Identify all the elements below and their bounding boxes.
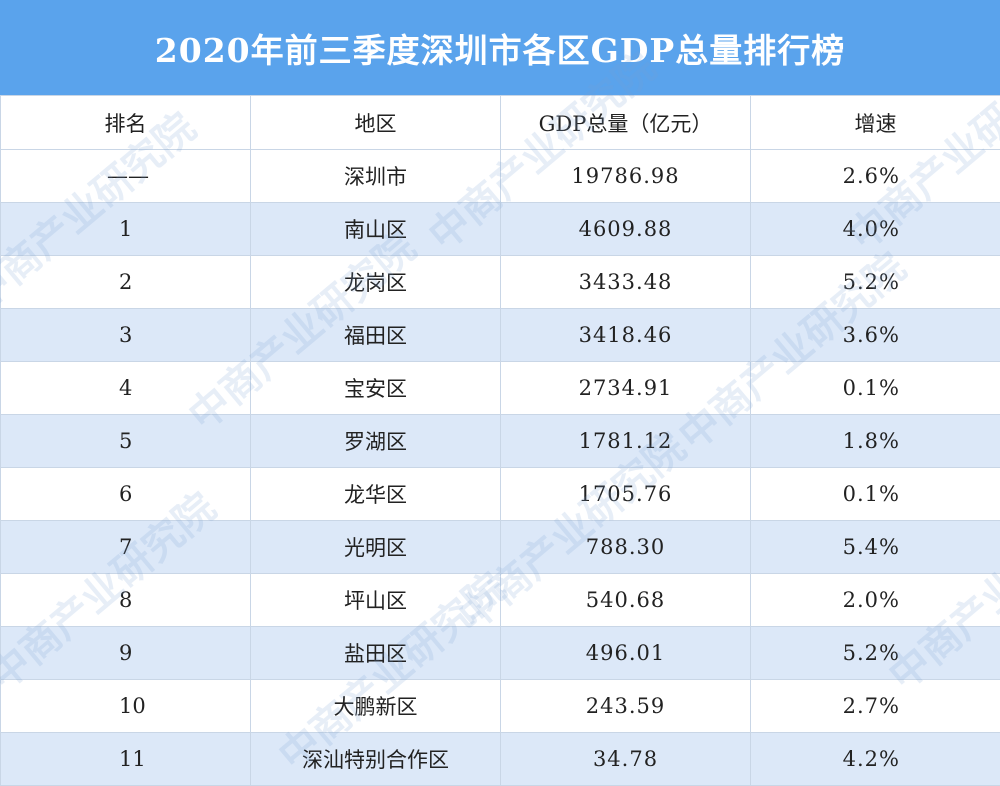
district-cell: 深汕特别合作区 bbox=[251, 733, 501, 786]
rank-cell: 10 bbox=[1, 680, 251, 733]
growth-cell: 1.8% bbox=[751, 415, 1000, 468]
page-title: 2020年前三季度深圳市各区GDP总量排行榜 bbox=[155, 24, 845, 72]
gdp-cell: 3418.46 bbox=[501, 309, 751, 362]
district-cell: 龙岗区 bbox=[251, 256, 501, 309]
district-cell: 光明区 bbox=[251, 521, 501, 574]
district-cell: 深圳市 bbox=[251, 150, 501, 203]
growth-cell: 5.4% bbox=[751, 521, 1000, 574]
rank-cell: 9 bbox=[1, 627, 251, 680]
header-gdp: GDP总量（亿元） bbox=[501, 96, 751, 150]
table-header-row: 排名 地区 GDP总量（亿元） 增速 bbox=[1, 96, 1000, 150]
gdp-cell: 1781.12 bbox=[501, 415, 751, 468]
district-cell: 大鹏新区 bbox=[251, 680, 501, 733]
rank-cell: 1 bbox=[1, 203, 251, 256]
rank-cell: 8 bbox=[1, 574, 251, 627]
gdp-cell: 496.01 bbox=[501, 627, 751, 680]
gdp-cell: 788.30 bbox=[501, 521, 751, 574]
district-cell: 南山区 bbox=[251, 203, 501, 256]
header-rank: 排名 bbox=[1, 96, 251, 150]
header-growth: 增速 bbox=[751, 96, 1000, 150]
growth-cell: 4.2% bbox=[751, 733, 1000, 786]
rank-cell: 3 bbox=[1, 309, 251, 362]
district-cell: 罗湖区 bbox=[251, 415, 501, 468]
growth-cell: 0.1% bbox=[751, 468, 1000, 521]
gdp-cell: 4609.88 bbox=[501, 203, 751, 256]
growth-cell: 2.7% bbox=[751, 680, 1000, 733]
growth-cell: 3.6% bbox=[751, 309, 1000, 362]
growth-cell: 5.2% bbox=[751, 627, 1000, 680]
growth-cell: 4.0% bbox=[751, 203, 1000, 256]
district-cell: 宝安区 bbox=[251, 362, 501, 415]
rank-cell: 7 bbox=[1, 521, 251, 574]
gdp-cell: 1705.76 bbox=[501, 468, 751, 521]
rank-cell: 2 bbox=[1, 256, 251, 309]
gdp-cell: 540.68 bbox=[501, 574, 751, 627]
gdp-cell: 2734.91 bbox=[501, 362, 751, 415]
rank-cell: 11 bbox=[1, 733, 251, 786]
gdp-cell: 3433.48 bbox=[501, 256, 751, 309]
gdp-cell: 34.78 bbox=[501, 733, 751, 786]
district-cell: 福田区 bbox=[251, 309, 501, 362]
district-cell: 坪山区 bbox=[251, 574, 501, 627]
title-bar: 2020年前三季度深圳市各区GDP总量排行榜 bbox=[0, 0, 1000, 95]
growth-cell: 0.1% bbox=[751, 362, 1000, 415]
rank-cell: 6 bbox=[1, 468, 251, 521]
district-cell: 龙华区 bbox=[251, 468, 501, 521]
gdp-cell: 19786.98 bbox=[501, 150, 751, 203]
growth-cell: 2.0% bbox=[751, 574, 1000, 627]
rank-cell: 4 bbox=[1, 362, 251, 415]
growth-cell: 5.2% bbox=[751, 256, 1000, 309]
growth-cell: 2.6% bbox=[751, 150, 1000, 203]
rank-cell: —— bbox=[1, 150, 251, 203]
district-cell: 盐田区 bbox=[251, 627, 501, 680]
rank-cell: 5 bbox=[1, 415, 251, 468]
gdp-cell: 243.59 bbox=[501, 680, 751, 733]
header-district: 地区 bbox=[251, 96, 501, 150]
